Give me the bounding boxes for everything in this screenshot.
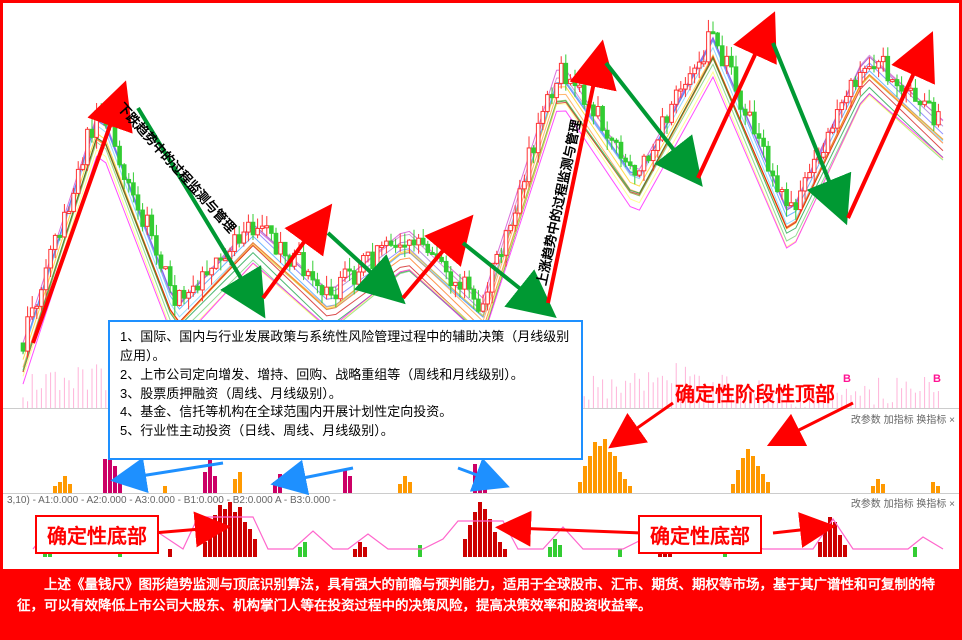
info-line: 2、上市公司定向增发、增持、回购、战略重组等（周线和月线级别）。 <box>120 366 571 385</box>
b-marker: B <box>843 373 851 385</box>
info-line: 3、股票质押融资（周线、月线级别）。 <box>120 385 571 404</box>
bottom-right-label: 确定性底部 <box>638 515 762 554</box>
info-line: 1、国际、国内与行业发展政策与系统性风险管理过程中的辅助决策（月线级别应用）。 <box>120 328 571 366</box>
info-box: 1、国际、国内与行业发展政策与系统性风险管理过程中的辅助决策（月线级别应用）。 … <box>108 320 583 460</box>
info-line: 5、行业性主动投资（日线、周线、月线级别）。 <box>120 422 571 441</box>
b-marker: B <box>933 373 941 385</box>
footer-description: 上述《量钱尺》图形趋势监测与顶底识别算法，具有强大的前瞻与预判能力，适用于全球股… <box>3 569 959 637</box>
info-line: 4、基金、信托等机构在全球范围内开展计划性定向投资。 <box>120 403 571 422</box>
top-stage-label: 确定性阶段性顶部 <box>675 378 835 407</box>
bottom-left-label: 确定性底部 <box>35 515 159 554</box>
